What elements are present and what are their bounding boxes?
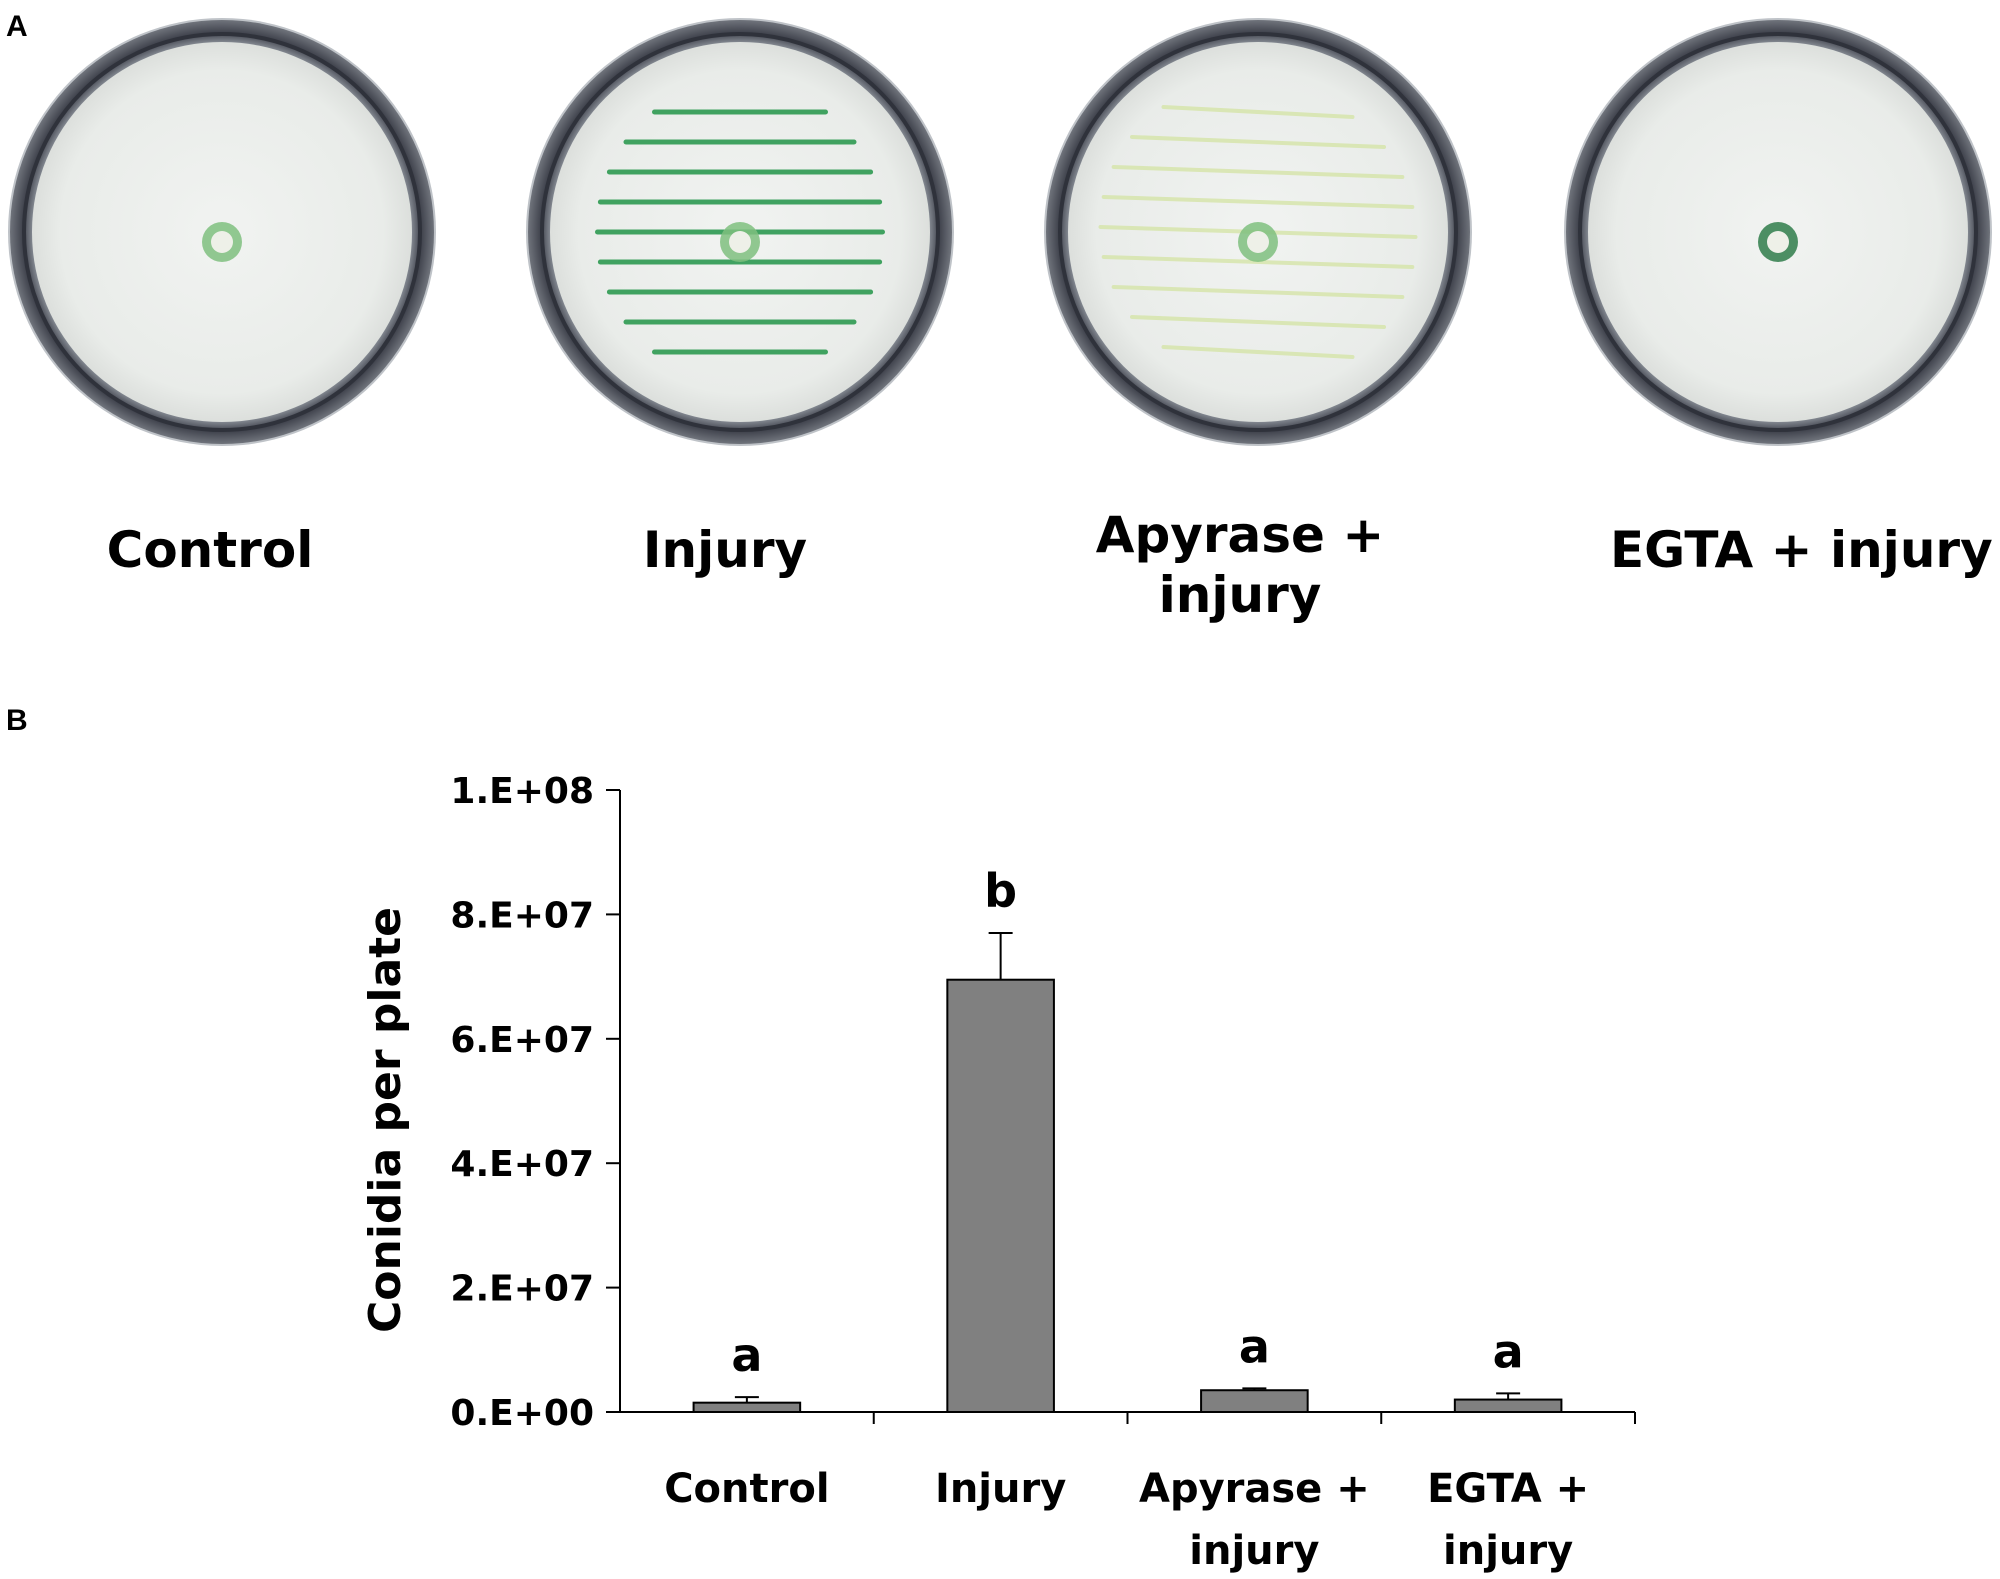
plate-label-injury: Injury <box>642 521 808 579</box>
petri-plate-egta <box>1564 18 1992 446</box>
y-tick-label: 8.E+07 <box>450 895 594 936</box>
error-bar-3 <box>1496 1392 1521 1400</box>
y-tick-label: 1.E+08 <box>450 771 594 812</box>
petri-plates-photo <box>8 18 1992 446</box>
petri-plate-apyrase <box>1044 18 1472 446</box>
error-bar-0 <box>734 1396 759 1403</box>
y-tick-label: 0.E+00 <box>450 1393 594 1434</box>
panel-a-letter: A <box>6 10 28 43</box>
bar-3 <box>1453 1398 1563 1414</box>
y-axis-label: Conidia per plate <box>360 907 411 1333</box>
error-bar-1 <box>988 932 1013 980</box>
streak-lines-apyrase <box>1098 105 1418 359</box>
bar-1 <box>946 978 1055 1414</box>
panel-b-letter: B <box>6 704 28 737</box>
y-tick-label: 6.E+07 <box>450 1020 594 1061</box>
y-tick-label: 4.E+07 <box>450 1144 594 1185</box>
significance-letter-0: a <box>731 1328 762 1382</box>
plate-label-egta: EGTA + injury <box>1610 521 1993 579</box>
significance-letter-3: a <box>1493 1324 1524 1378</box>
y-tick-label: 2.E+07 <box>450 1269 594 1310</box>
x-tick-label-2: Apyrase + injury <box>1139 1466 1370 1574</box>
significance-letter-1: b <box>984 864 1017 918</box>
bar-2 <box>1200 1389 1309 1413</box>
x-tick-label-3: EGTA + injury <box>1427 1466 1589 1574</box>
significance-letter-2: a <box>1239 1319 1270 1373</box>
petri-plate-injury <box>526 18 954 446</box>
bar-0 <box>692 1401 802 1414</box>
plate-label-apyrase: Apyrase + injury <box>1095 506 1385 624</box>
x-tick-label-0: Control <box>664 1466 829 1512</box>
error-bar-2 <box>1242 1387 1267 1391</box>
x-tick-label-1: Injury <box>935 1466 1066 1512</box>
petri-plate-control <box>8 18 436 446</box>
plate-label-control: Control <box>106 521 314 579</box>
